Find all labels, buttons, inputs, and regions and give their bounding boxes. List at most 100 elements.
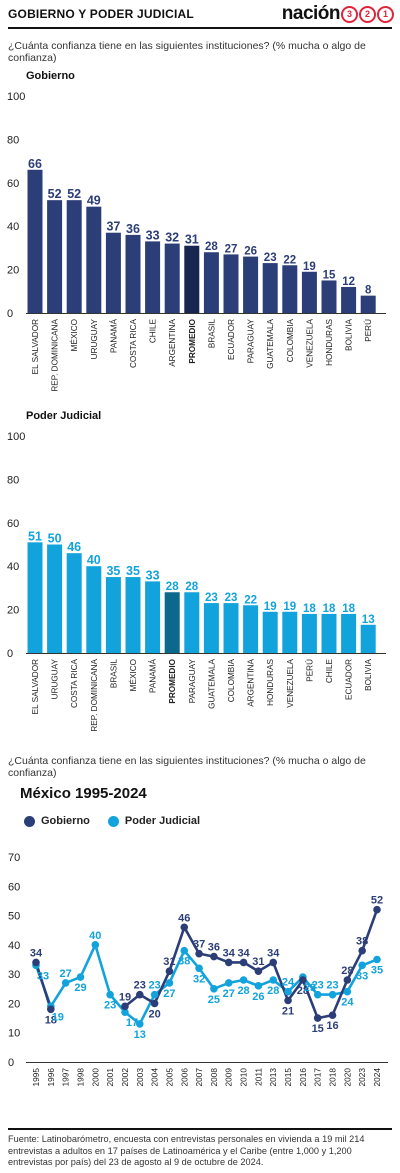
gob-value-el-salvador: 66 (28, 157, 42, 171)
gob-ytick-60: 60 (7, 178, 19, 190)
jud-bar-guatemala (203, 603, 219, 653)
jud-ytick-40: 40 (7, 561, 19, 573)
gob-label-honduras: HONDURAS (325, 318, 334, 365)
jud-bar-ecuador (341, 613, 357, 653)
line-point-judicial-2009 (224, 979, 233, 987)
legend-label-judicial: Poder Judicial (124, 815, 201, 827)
line-point-gobierno-2017 (313, 1014, 322, 1022)
line-xtick-2023: 2023 (357, 1068, 367, 1087)
line-xtick-2024: 2024 (372, 1068, 382, 1087)
line-point-gobierno-2013 (269, 958, 278, 967)
brand-digit-1: 3 (341, 5, 358, 23)
line-label-gobierno-2002: 19 (119, 991, 131, 1003)
line-xtick-2008: 2008 (209, 1068, 219, 1087)
jud-ytick-80: 80 (7, 474, 19, 486)
gob-bar-paraguay (243, 256, 259, 313)
gob-value-rep-dominicana: 52 (48, 187, 62, 201)
line-xtick-2001: 2001 (105, 1068, 115, 1087)
line-label-gobierno-2008: 36 (208, 942, 220, 954)
jud-ytick-20: 20 (7, 605, 19, 617)
jud-value-colombia: 23 (225, 592, 238, 604)
line-point-judicial-2020 (343, 987, 352, 996)
gob-bar-el-salvador (27, 169, 43, 313)
line-label-judicial-2017: 23 (312, 980, 324, 992)
line-xtick-1997: 1997 (61, 1068, 71, 1087)
gob-bar-venezuela (301, 271, 317, 313)
line-point-gobierno-2016 (299, 976, 307, 984)
line-ytick-60: 60 (8, 881, 20, 893)
jud-value-brasil: 35 (106, 564, 120, 578)
line-ytick-20: 20 (8, 998, 20, 1010)
line-point-judicial-2018 (328, 990, 337, 999)
brand-word: nación (281, 3, 341, 24)
jud-label-mexico: MÉXICO (128, 659, 138, 691)
jud-bar-costa-rica (66, 553, 82, 653)
line-xtick-2009: 2009 (224, 1068, 234, 1087)
gob-ytick-0: 0 (7, 308, 13, 320)
line-label-judicial-2007: 32 (193, 973, 205, 985)
line-label-judicial-2008: 25 (208, 994, 220, 1006)
jud-label-costa-rica: COSTA RICA (70, 658, 79, 708)
jud-bar-uruguay (47, 544, 63, 653)
brand-digit-2: 2 (359, 5, 376, 23)
line-point-judicial-2017 (313, 990, 322, 999)
line-label-gobierno-2007: 37 (193, 939, 205, 951)
line-point-judicial-2001 (106, 990, 114, 999)
jud-value-uruguay: 50 (48, 532, 62, 546)
line-point-gobierno-2002 (121, 1002, 129, 1011)
jud-bar-colombia (223, 603, 239, 653)
line-label-gobierno-2006: 46 (178, 912, 190, 924)
line-xtick-2006: 2006 (179, 1068, 189, 1087)
jud-bar-promedio (164, 592, 180, 653)
jud-value-argentina: 22 (244, 594, 257, 606)
gob-label-promedio: PROMEDIO (188, 318, 197, 363)
gobierno-bar-chart: 0 20 40 60 80 100 66 EL SALVADOR 52 REP. DOMINICA… (7, 91, 386, 392)
line-point-judicial-2024 (373, 955, 381, 964)
page-title: GOBIERNO Y PODER JUDICIAL (8, 7, 194, 21)
gob-value-argentina: 32 (165, 231, 179, 245)
jud-label-venezuela: VENEZUELA (286, 658, 295, 707)
line-label-gobierno-2020: 28 (341, 965, 353, 977)
gob-bar-colombia (282, 265, 298, 313)
line-point-judicial-2006 (180, 946, 189, 955)
line-point-gobierno-2003 (135, 990, 144, 999)
line-label-judicial-1995: 33 (37, 970, 49, 982)
jud-value-honduras: 19 (264, 601, 277, 613)
line-point-gobierno-1995 (32, 958, 40, 967)
line-label-judicial-2013: 28 (267, 985, 279, 997)
jud-bar-bolivia (360, 624, 376, 653)
jud-label-brasil: BRASIL (109, 659, 118, 689)
line-xtick-2020: 2020 (342, 1068, 352, 1087)
line-label-judicial-1998: 29 (74, 982, 86, 994)
line-point-gobierno-2009 (224, 958, 233, 967)
gob-bar-chile (145, 241, 161, 313)
gob-label-brasil: BRASIL (207, 319, 216, 349)
line-label-judicial-2009: 27 (223, 988, 235, 1000)
jud-label-guatemala: GUATEMALA (207, 658, 216, 708)
gob-value-venezuela: 19 (303, 261, 316, 273)
gob-value-honduras: 15 (323, 269, 336, 281)
gob-ytick-40: 40 (7, 221, 19, 233)
line-label-judicial-2000: 40 (89, 930, 101, 942)
line-point-judicial-1998 (76, 973, 85, 981)
line-ytick-50: 50 (8, 911, 20, 923)
gob-ytick-20: 20 (7, 265, 19, 277)
gob-label-venezuela: VENEZUELA (305, 318, 314, 367)
gob-value-peru: 8 (365, 285, 372, 297)
line-label-judicial-2016: 29 (304, 982, 316, 994)
line-label-judicial-2020: 24 (341, 997, 354, 1009)
line-xtick-1998: 1998 (75, 1068, 85, 1087)
line-point-judicial-1997 (61, 979, 70, 987)
line-point-gobierno-2015 (284, 996, 292, 1005)
gob-label-chile: CHILE (149, 318, 158, 343)
line-label-gobierno-2010: 34 (237, 947, 250, 959)
line-xtick-2000: 2000 (90, 1068, 100, 1087)
line-xtick-2011: 2011 (253, 1068, 263, 1086)
line-label-gobierno-2023: 38 (356, 936, 368, 948)
gob-bar-costa-rica (125, 234, 141, 313)
line-xtick-2017: 2017 (313, 1068, 323, 1087)
line-label-judicial-2010: 28 (237, 985, 249, 997)
gob-value-colombia: 22 (283, 254, 296, 266)
line-point-judicial-2023 (358, 961, 366, 970)
jud-label-chile: CHILE (325, 658, 334, 683)
